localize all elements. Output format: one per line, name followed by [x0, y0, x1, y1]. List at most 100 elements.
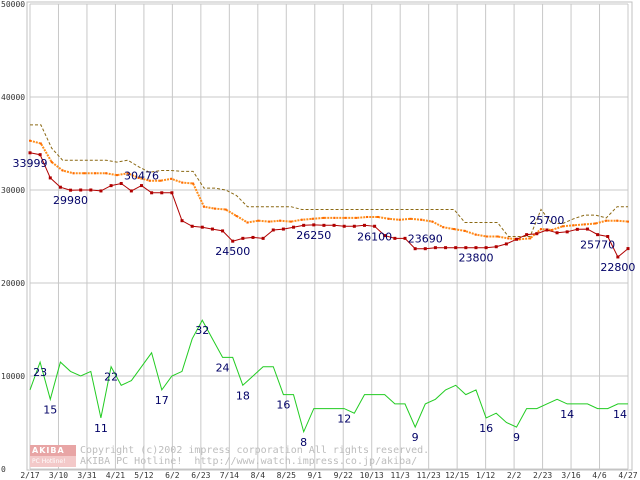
- min-price-point: [251, 235, 255, 239]
- min-price-point: [373, 224, 377, 228]
- x-tick-label: 3/16: [561, 471, 580, 480]
- average-price-point: [300, 218, 303, 221]
- x-tick-label: 7/14: [220, 471, 239, 480]
- x-tick-label: 5/12: [134, 471, 153, 480]
- min-price-point: [342, 224, 346, 228]
- min-price-point: [281, 227, 285, 231]
- min-price-data-label: 23800: [458, 252, 493, 265]
- min-price-point: [423, 247, 427, 251]
- average-price-point: [170, 177, 173, 180]
- min-price-point: [38, 153, 42, 157]
- min-price-point: [444, 246, 448, 250]
- grid: [29, 3, 629, 470]
- average-price-point: [322, 216, 325, 219]
- shop-count-data-label: 14: [613, 408, 627, 421]
- x-tick-label: 3/31: [77, 471, 96, 480]
- min-price-point: [109, 184, 113, 188]
- min-price-point: [585, 227, 589, 231]
- y-tick-label: 0: [1, 465, 6, 474]
- min-price-point: [180, 219, 184, 223]
- x-tick-label: 1/12: [476, 471, 495, 480]
- average-price-point: [224, 208, 227, 211]
- x-tick-label: 9/1: [308, 471, 323, 480]
- min-price-data-label: 25770: [580, 239, 615, 252]
- min-price-data-label: 29980: [53, 194, 88, 207]
- average-price-point: [583, 223, 586, 226]
- average-price-point: [148, 179, 151, 182]
- min-price-point: [58, 185, 62, 189]
- average-price-point: [105, 172, 108, 175]
- min-price-point: [69, 188, 73, 192]
- x-tick-label: 12/15: [445, 471, 469, 480]
- min-price-point: [525, 233, 529, 237]
- min-price-point: [139, 184, 143, 188]
- min-price-point: [626, 247, 630, 251]
- min-price-point: [170, 191, 174, 195]
- min-price-data-label: 23690: [408, 233, 443, 246]
- average-price-point: [550, 228, 553, 231]
- min-price-point: [302, 223, 306, 227]
- min-price-point: [261, 236, 265, 240]
- average-price-point: [507, 237, 510, 240]
- average-price-point: [159, 179, 162, 182]
- x-tick-label: 11/3: [391, 471, 410, 480]
- average-price-point: [235, 215, 238, 218]
- y-tick-label: 10000: [1, 372, 25, 381]
- x-tick-label: 3/10: [49, 471, 68, 480]
- average-price-point: [355, 216, 358, 219]
- average-price-point: [72, 172, 75, 175]
- x-tick-label: 4/6: [592, 471, 607, 480]
- average-price-point: [61, 169, 64, 172]
- x-tick-label: 8/4: [251, 471, 266, 480]
- shop-count-data-label: 18: [236, 389, 250, 402]
- average-price-point: [366, 215, 369, 218]
- copyright-line: Copyright (c)2002 impress corporation Al…: [80, 445, 430, 456]
- average-price-point: [442, 226, 445, 229]
- site-url-line: AKIBA PC Hotline! http://www.watch.impre…: [80, 456, 418, 467]
- min-price-point: [231, 239, 235, 243]
- average-price-point: [83, 172, 86, 175]
- min-price-point: [210, 227, 214, 231]
- average-price-point: [616, 219, 619, 222]
- shop-count-data-label: 16: [479, 422, 493, 435]
- min-price-data-label: 30476: [124, 170, 159, 183]
- min-price-point: [616, 255, 620, 259]
- average-price-point: [279, 219, 282, 222]
- average-price-point: [474, 233, 477, 236]
- min-price-data-label: 33999: [13, 157, 48, 170]
- x-tick-label: 6/2: [165, 471, 180, 480]
- min-price-line: [29, 152, 629, 258]
- average-price-point: [376, 215, 379, 218]
- data-labels: 33999 29980 30476 24500 26250 26100 23690 23800…: [13, 157, 636, 449]
- y-axis: 0 10000 20000 30000 40000 50000: [1, 0, 25, 474]
- min-price-point: [352, 224, 356, 228]
- min-price-point: [99, 189, 103, 193]
- min-price-point: [322, 223, 326, 227]
- average-price-point: [605, 219, 608, 222]
- min-price-point: [504, 242, 508, 246]
- average-price-point: [289, 220, 292, 223]
- min-price-point: [413, 247, 417, 251]
- min-price-point: [565, 230, 569, 234]
- average-price-point: [463, 229, 466, 232]
- average-price-point: [246, 221, 249, 224]
- min-price-point: [515, 237, 519, 241]
- average-price-point: [594, 222, 597, 225]
- min-price-point: [292, 225, 296, 229]
- average-price-point: [431, 220, 434, 223]
- average-price-point: [115, 174, 118, 177]
- average-price-point: [572, 224, 575, 227]
- x-tick-label: 4/21: [106, 471, 125, 480]
- average-price-point: [213, 207, 216, 210]
- shop-count-line: [29, 319, 628, 434]
- shop-count-data-label: 23: [33, 366, 47, 379]
- x-tick-label: 2/17: [20, 471, 39, 480]
- average-price-point: [529, 237, 532, 240]
- x-tick-label: 11/23: [417, 471, 441, 480]
- average-price-point: [126, 172, 129, 175]
- shop-count-data-label: 9: [412, 431, 419, 444]
- shop-count-data-label: 24: [216, 361, 230, 374]
- min-price-point: [129, 189, 133, 193]
- min-price-point: [464, 246, 468, 250]
